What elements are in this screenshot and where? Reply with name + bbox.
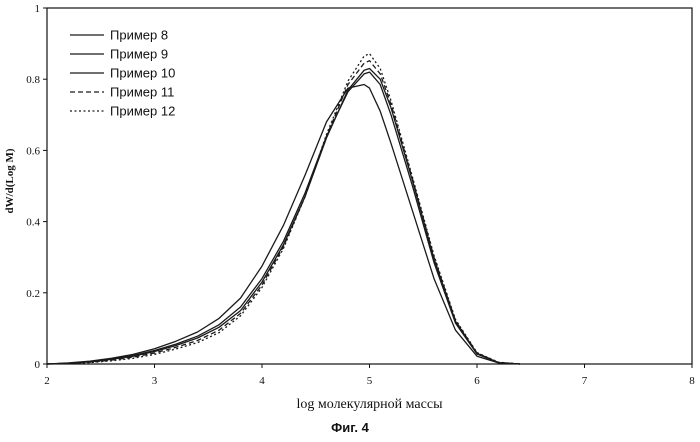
- x-tick-label: 4: [259, 375, 265, 387]
- x-tick-label: 6: [474, 375, 480, 387]
- legend-label-5: Пример 12: [110, 104, 175, 119]
- series-line-1: [47, 85, 520, 365]
- legend-label-4: Пример 11: [110, 85, 174, 100]
- y-axis-title: dW/d(Log M): [4, 148, 16, 213]
- x-tick-label: 5: [367, 375, 373, 387]
- y-tick-label: 1: [35, 3, 41, 15]
- y-tick-label: 0.4: [26, 217, 40, 229]
- y-tick-label: 0.6: [26, 145, 40, 157]
- figure-caption: Фиг. 4: [0, 420, 700, 435]
- legend-label-3: Пример 10: [110, 66, 175, 81]
- x-tick-label: 8: [689, 375, 695, 387]
- series-line-5: [47, 54, 520, 364]
- legend-label-1: Пример 8: [110, 28, 168, 43]
- line-chart: 2 3 4 5 6 7 8 0 0.2 0.4 0.6 0.8 1 log молекулярной ма…: [0, 0, 700, 420]
- y-tick-label: 0.8: [26, 74, 40, 86]
- y-tick-label: 0: [35, 359, 41, 371]
- x-axis-title: log молекулярной массы: [297, 397, 444, 412]
- x-tick-label: 7: [582, 375, 588, 387]
- x-tick-label: 3: [152, 375, 158, 387]
- legend-label-2: Пример 9: [110, 47, 168, 62]
- x-tick-label: 2: [44, 375, 50, 387]
- y-tick-label: 0.2: [26, 288, 40, 300]
